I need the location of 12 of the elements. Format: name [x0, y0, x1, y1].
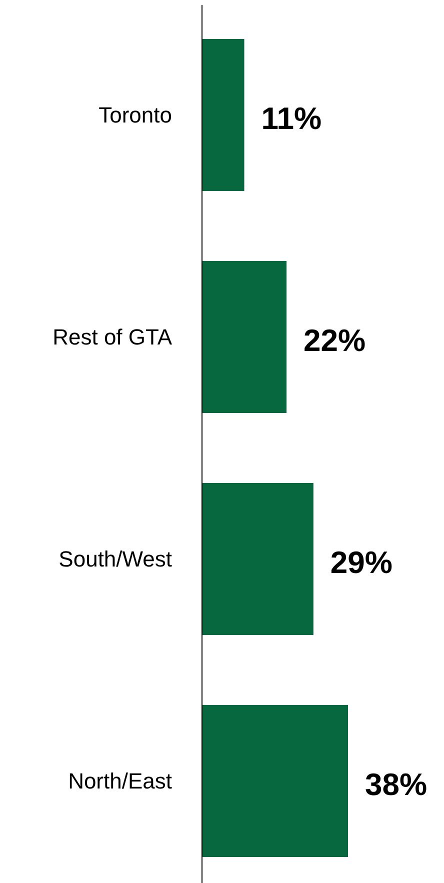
- y-tick-label: North/East: [68, 768, 172, 794]
- bar: [202, 482, 314, 636]
- y-tick-label: Toronto: [98, 102, 172, 128]
- y-tick-label: Rest of GTA: [52, 324, 172, 350]
- data-label: 38%: [365, 766, 428, 802]
- y-tick-label: South/West: [58, 546, 172, 572]
- data-label: 29%: [330, 544, 392, 580]
- bar: [202, 704, 348, 858]
- bar: [202, 38, 244, 192]
- bar: [202, 260, 287, 414]
- data-label: 11%: [261, 100, 322, 136]
- data-label: 22%: [304, 322, 366, 358]
